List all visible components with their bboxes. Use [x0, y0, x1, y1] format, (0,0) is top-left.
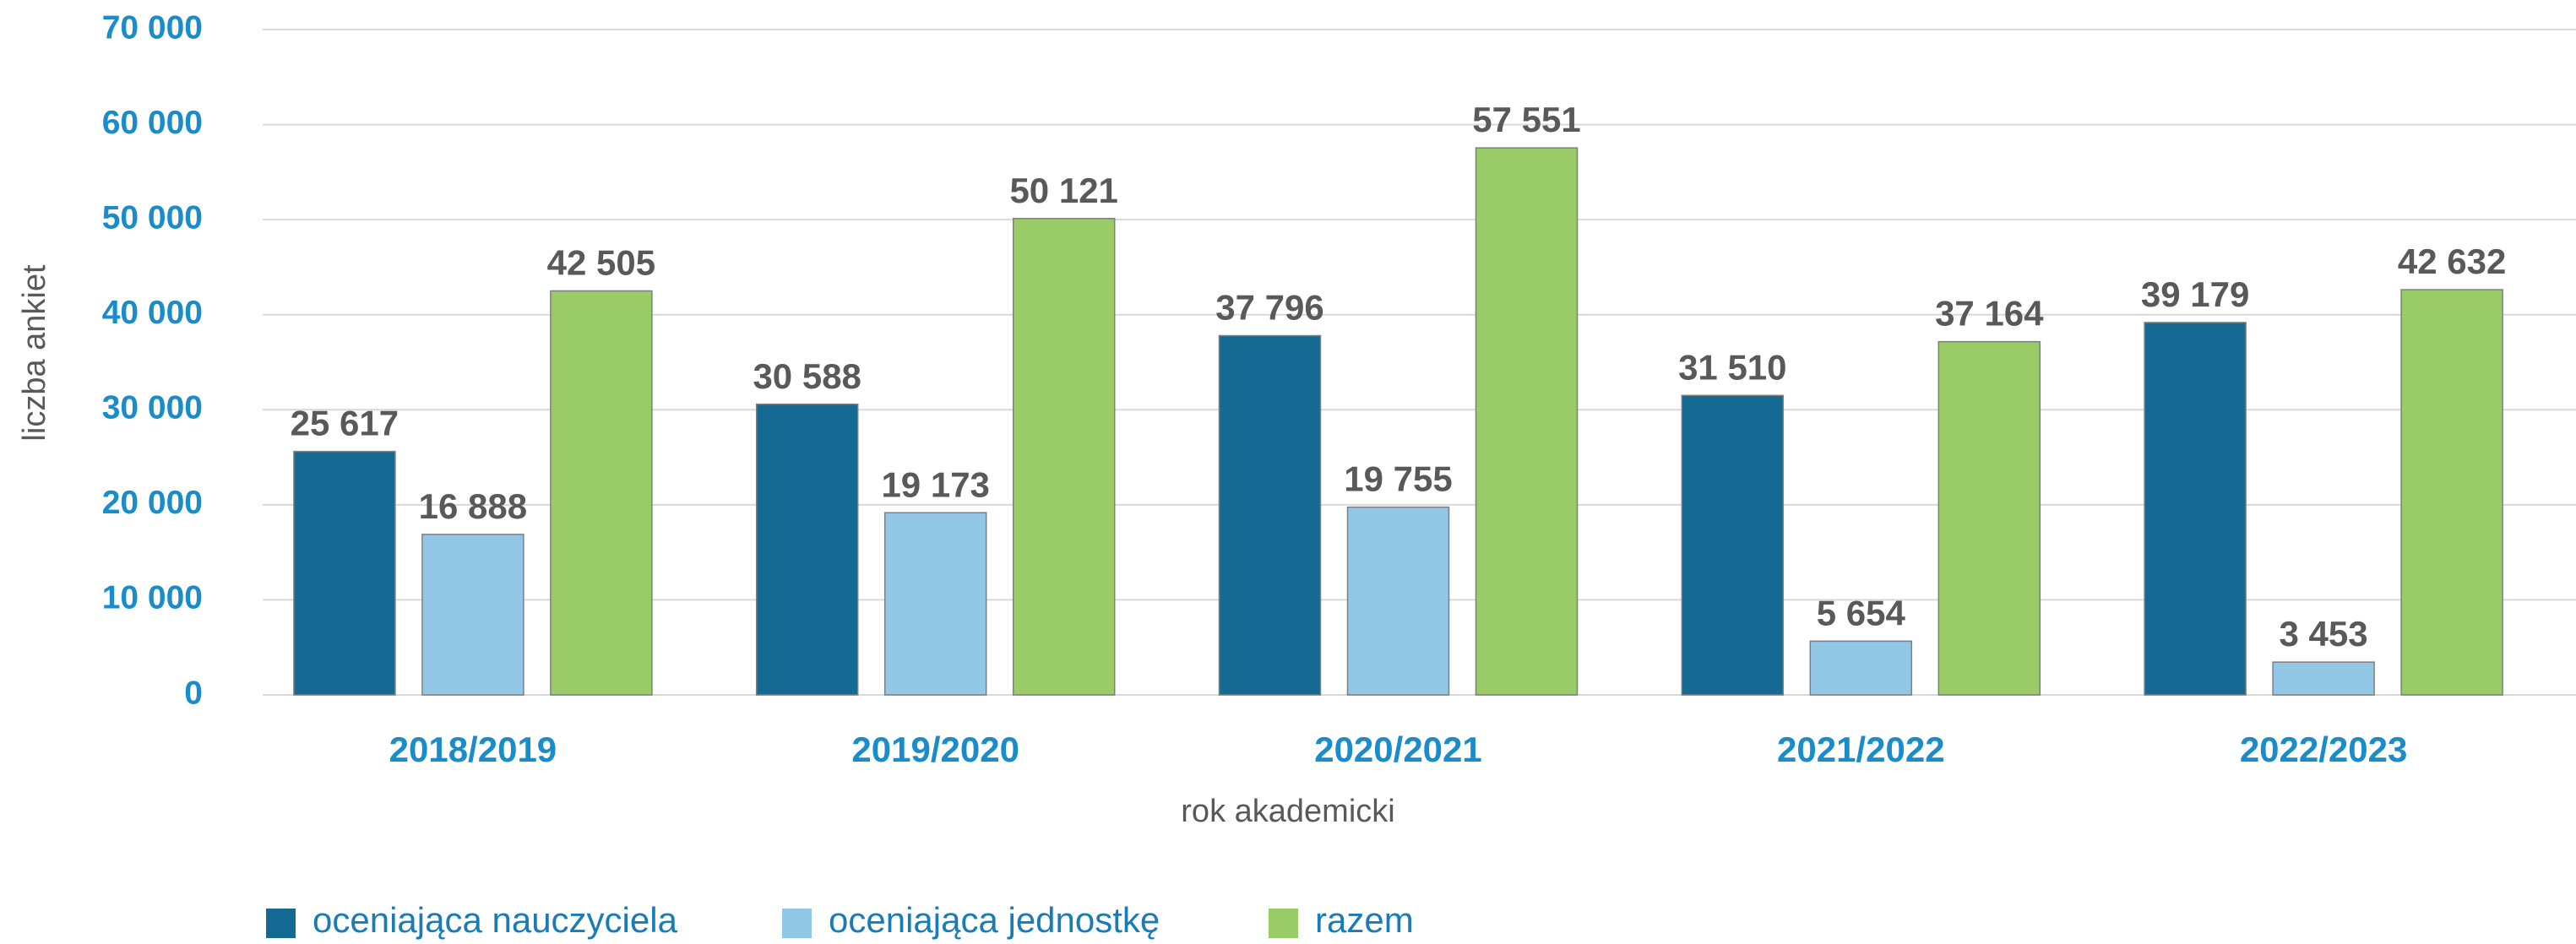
y-tick-label: 60 000	[102, 105, 203, 141]
bar	[883, 512, 987, 696]
bar	[550, 290, 653, 696]
x-tick-label: 2019/2020	[851, 730, 1019, 769]
bar	[1218, 334, 1322, 696]
y-tick-label: 50 000	[102, 199, 203, 236]
value-label: 50 121	[1009, 171, 1117, 210]
bar	[1346, 506, 1450, 696]
value-label: 42 505	[547, 243, 655, 283]
bar	[1681, 394, 1785, 696]
legend-label: oceniająca nauczyciela	[312, 900, 678, 940]
x-tick-label: 2018/2019	[389, 730, 557, 769]
value-label: 42 632	[2398, 241, 2506, 281]
bar	[755, 403, 859, 696]
y-tick-label: 10 000	[102, 580, 203, 616]
legend-label: oceniająca jednostkę	[829, 900, 1160, 940]
value-label: 5 654	[1817, 593, 1906, 632]
value-label: 37 164	[1935, 294, 2044, 334]
value-label: 37 796	[1215, 288, 1323, 328]
bar	[2400, 289, 2503, 696]
y-tick-label: 70 000	[102, 9, 203, 46]
bar	[1937, 340, 2041, 696]
value-label: 3 453	[2280, 614, 2368, 654]
value-label: 16 888	[419, 486, 527, 526]
y-axis-title: liczba ankiet	[17, 264, 52, 442]
value-label: 19 173	[881, 464, 989, 504]
legend-swatch	[266, 909, 296, 938]
x-tick-label: 2020/2021	[1314, 730, 1482, 769]
legend-label: razem	[1315, 900, 1414, 940]
bar	[2272, 661, 2375, 696]
bar	[1475, 147, 1579, 696]
bar	[2144, 322, 2247, 696]
bar	[293, 450, 396, 696]
value-label: 30 588	[753, 356, 861, 396]
y-tick-label: 0	[184, 675, 203, 711]
bar	[421, 534, 524, 696]
bar	[1809, 640, 1913, 696]
legend-swatch	[782, 909, 812, 938]
value-label: 57 551	[1472, 100, 1580, 139]
x-tick-label: 2021/2022	[1777, 730, 1945, 769]
y-tick-label: 30 000	[102, 390, 203, 426]
value-label: 39 179	[2141, 274, 2249, 314]
x-tick-label: 2022/2023	[2240, 730, 2408, 769]
bar	[1012, 218, 1116, 696]
legend-swatch	[1269, 909, 1298, 938]
x-axis-title: rok akademicki	[1181, 794, 1394, 829]
y-tick-label: 40 000	[102, 295, 203, 331]
value-label: 19 755	[1344, 459, 1452, 499]
value-label: 25 617	[291, 404, 399, 443]
y-tick-label: 20 000	[102, 485, 203, 521]
value-label: 31 510	[1678, 347, 1786, 387]
